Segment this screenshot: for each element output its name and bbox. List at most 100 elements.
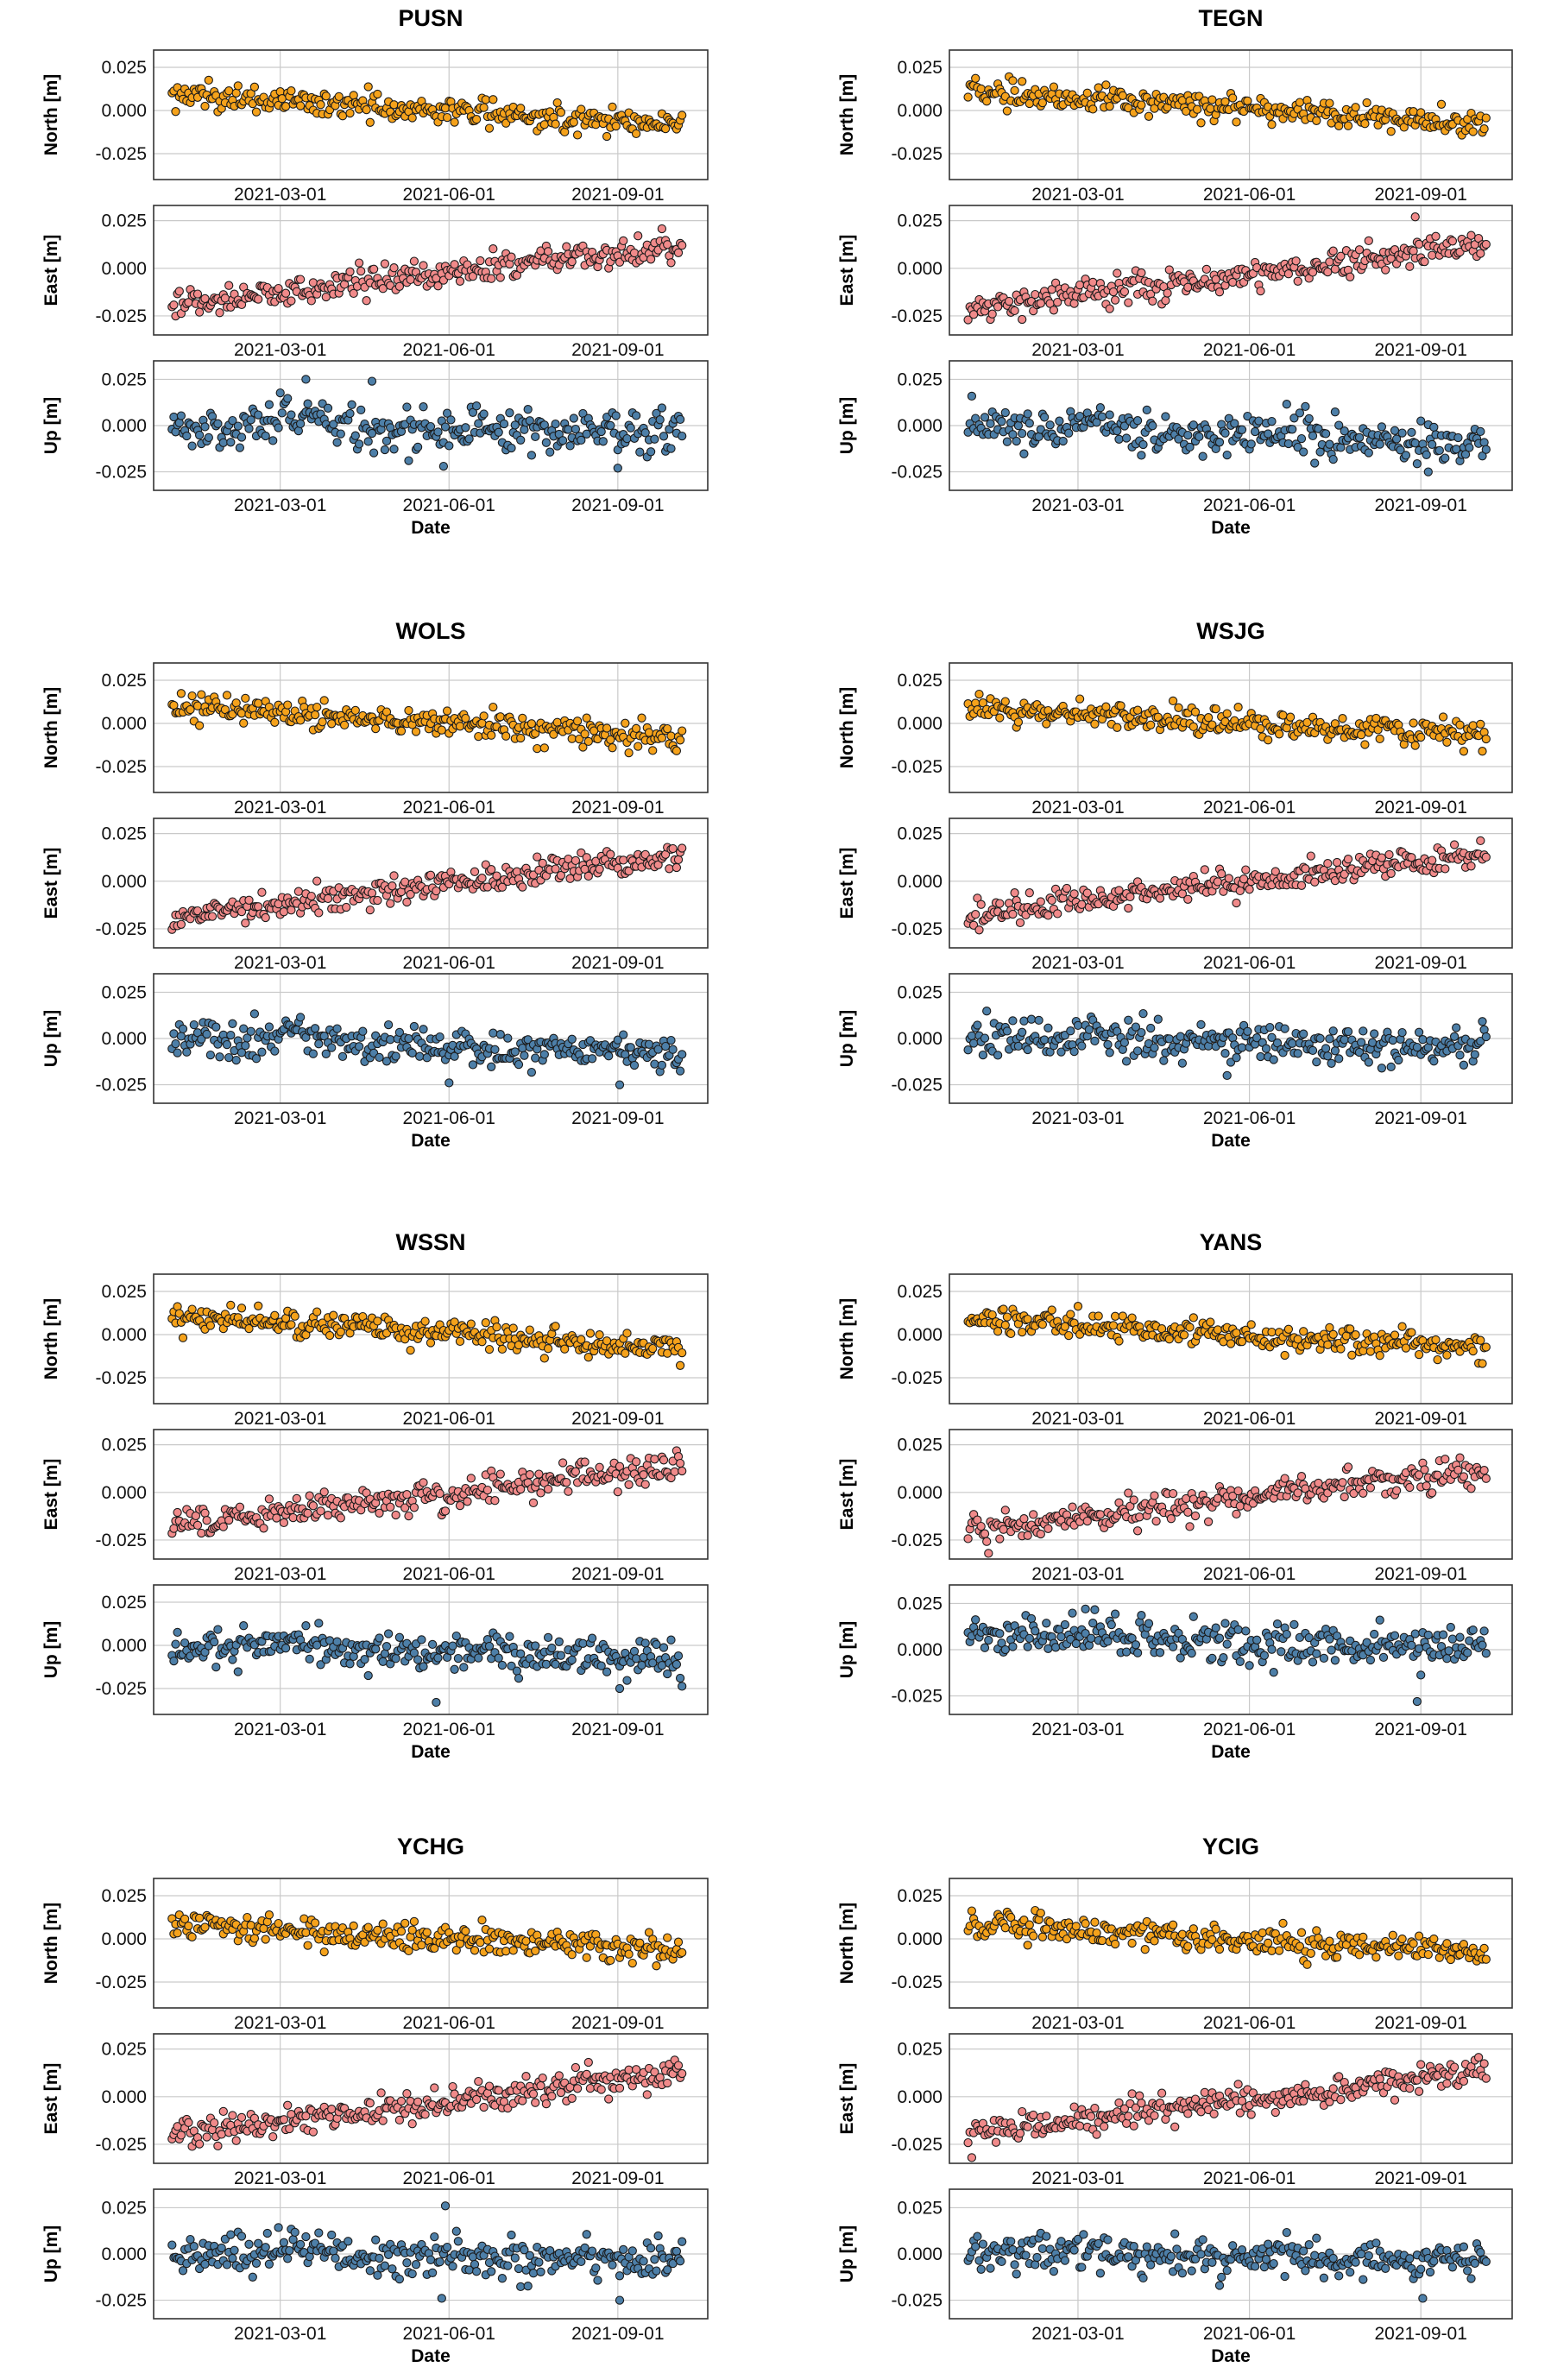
data-point <box>281 1644 291 1653</box>
data-point <box>187 691 197 701</box>
data-point <box>1410 741 1420 750</box>
data-point <box>1414 1027 1424 1037</box>
data-point <box>261 431 270 441</box>
data-point <box>1135 1512 1144 1522</box>
data-point <box>295 419 306 429</box>
data-point <box>295 1013 306 1022</box>
x-tick-label: 2021-09-01 <box>1375 185 1467 205</box>
data-point <box>631 411 641 420</box>
data-point <box>525 1325 534 1335</box>
y-axis-label: East [m] <box>41 1459 61 1531</box>
data-point <box>637 1660 646 1670</box>
data-point <box>1110 1311 1120 1321</box>
data-point <box>1254 416 1264 426</box>
data-point <box>205 1321 216 1330</box>
data-point <box>622 433 632 444</box>
data-point <box>622 1676 632 1685</box>
data-point <box>1308 268 1318 277</box>
data-point <box>678 241 687 250</box>
data-point <box>1414 1349 1424 1360</box>
data-point <box>1077 1041 1087 1051</box>
data-point <box>1060 1322 1070 1331</box>
y-tick-label: 0.000 <box>897 1325 943 1345</box>
data-point <box>525 1470 534 1480</box>
data-point <box>510 1047 520 1057</box>
data-point <box>518 882 527 892</box>
data-point <box>1452 1023 1461 1032</box>
data-point <box>1196 1020 1206 1030</box>
data-point <box>1066 1026 1075 1036</box>
data-point <box>495 1469 505 1479</box>
data-point <box>564 1487 573 1496</box>
data-point <box>342 902 351 912</box>
data-point <box>1405 1482 1415 1493</box>
data-point <box>1004 296 1014 306</box>
y-tick-label: 0.000 <box>101 259 147 279</box>
data-point <box>228 415 237 426</box>
data-point <box>380 259 390 268</box>
data-point <box>1198 451 1207 461</box>
data-point <box>1351 1330 1360 1340</box>
data-point <box>1049 306 1059 315</box>
data-point <box>668 1045 678 1054</box>
data-point <box>520 1051 529 1060</box>
data-point <box>1479 124 1489 134</box>
data-point <box>982 97 992 106</box>
data-point <box>631 1654 641 1663</box>
data-point <box>1064 428 1074 438</box>
data-point <box>484 123 495 133</box>
data-point <box>1267 416 1277 426</box>
data-point <box>1459 747 1469 756</box>
data-point-outlier <box>615 1080 625 1089</box>
data-point <box>446 415 456 425</box>
data-point <box>560 127 570 137</box>
data-point <box>678 431 687 441</box>
data-point <box>675 414 685 425</box>
data-point <box>244 424 254 433</box>
data-point <box>477 718 487 728</box>
data-point <box>1185 1323 1195 1332</box>
data-point <box>1416 732 1426 742</box>
data-point <box>1233 703 1243 712</box>
data-point <box>180 1638 190 1648</box>
data-point <box>1409 718 1418 728</box>
data-point <box>1232 898 1241 908</box>
data-point <box>319 1487 329 1497</box>
data-point <box>1132 705 1143 715</box>
panel-frame <box>949 49 1513 180</box>
x-tick-label: 2021-03-01 <box>234 496 326 515</box>
data-point <box>1034 432 1043 442</box>
data-point <box>1094 83 1103 92</box>
data-point <box>287 296 296 306</box>
data-point <box>1397 1322 1407 1331</box>
data-point <box>1315 447 1325 457</box>
data-point <box>373 895 382 906</box>
y-tick-label: 0.025 <box>897 58 943 78</box>
x-tick-label: 2021-06-01 <box>403 1720 495 1739</box>
data-point <box>1013 1041 1024 1051</box>
data-point <box>337 1051 348 1062</box>
data-point <box>1018 314 1027 325</box>
data-point <box>516 104 526 113</box>
data-point <box>1301 401 1310 412</box>
data-point <box>974 925 984 935</box>
data-point <box>1183 282 1193 292</box>
data-point <box>411 727 421 736</box>
data-point <box>1390 1330 1400 1340</box>
data-point <box>678 1466 687 1476</box>
data-point <box>345 408 355 419</box>
data-point <box>312 1640 322 1650</box>
data-point <box>1230 419 1239 428</box>
data-point <box>1203 713 1214 723</box>
data-point <box>1235 886 1245 896</box>
data-point <box>631 1457 641 1467</box>
data-point <box>367 888 377 898</box>
data-point-outlier <box>1222 1070 1232 1081</box>
data-point <box>1082 88 1092 98</box>
data-point <box>404 1033 413 1044</box>
data-point <box>999 1525 1008 1534</box>
data-point <box>1019 1514 1029 1524</box>
data-point <box>197 1528 206 1538</box>
